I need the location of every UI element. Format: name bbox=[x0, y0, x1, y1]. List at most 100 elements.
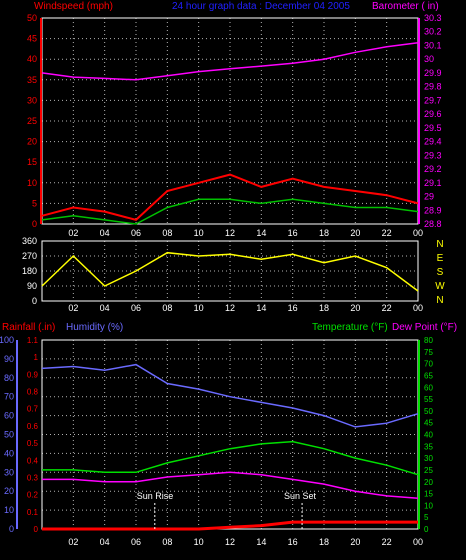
rain-tick-label: 0.7 bbox=[27, 405, 39, 414]
hour-tick-label: 10 bbox=[194, 303, 204, 313]
windspeed-axis-label: Windspeed (mph) bbox=[34, 1, 113, 12]
humidity-axis-label: Humidity (%) bbox=[66, 322, 123, 333]
direction-tick-label: 360 bbox=[22, 236, 37, 246]
direction-tick-label: 0 bbox=[32, 296, 37, 306]
barometer-tick-label: 29.9 bbox=[424, 68, 442, 78]
temp-tick-label: 80 bbox=[424, 336, 433, 345]
rainfall-line bbox=[42, 520, 418, 531]
wind-direction-line bbox=[41, 251, 419, 292]
hour-tick-label: 06 bbox=[131, 303, 141, 313]
humidity-tick-label: 50 bbox=[4, 430, 14, 440]
temp-tick-label: 5 bbox=[424, 513, 429, 522]
wind-tick-label: 30 bbox=[27, 95, 37, 105]
barometer-axis-label: Barometer ( in) bbox=[372, 1, 439, 12]
compass-tick-label: E bbox=[437, 253, 444, 264]
hour-tick-label: 20 bbox=[350, 537, 360, 547]
windspeed-avg-line bbox=[41, 198, 419, 225]
wind-tick-label: 15 bbox=[27, 157, 37, 167]
rain-tick-label: 0.2 bbox=[27, 491, 39, 500]
wind-tick-label: 5 bbox=[32, 198, 37, 208]
hour-tick-label: 00 bbox=[413, 303, 423, 313]
barometer-tick-label: 28.9 bbox=[424, 205, 442, 215]
hour-tick-label: 00 bbox=[413, 228, 423, 238]
rain-tick-label: 0.1 bbox=[27, 508, 39, 517]
dewpoint-line bbox=[42, 471, 419, 500]
chart-title: 24 hour graph data : December 04 2005 bbox=[172, 1, 350, 12]
humidity-tick-label: 40 bbox=[4, 448, 14, 458]
hour-tick-label: 18 bbox=[319, 228, 329, 238]
barometer-tick-label: 28.8 bbox=[424, 219, 442, 229]
rain-tick-label: 0.6 bbox=[27, 422, 39, 431]
hour-tick-label: 02 bbox=[68, 228, 78, 238]
series-layer bbox=[41, 41, 419, 531]
temp-tick-label: 70 bbox=[424, 360, 433, 369]
hour-tick-label: 02 bbox=[68, 537, 78, 547]
humidity-tick-label: 0 bbox=[9, 524, 14, 534]
temp-tick-label: 35 bbox=[424, 442, 433, 451]
humidity-tick-label: 20 bbox=[4, 486, 14, 496]
temperature-line bbox=[42, 440, 419, 476]
direction-tick-label: 270 bbox=[22, 251, 37, 261]
hour-tick-label: 14 bbox=[256, 537, 266, 547]
hour-tick-label: 12 bbox=[225, 228, 235, 238]
hour-tick-label: 18 bbox=[319, 303, 329, 313]
temp-tick-label: 50 bbox=[424, 407, 433, 416]
compass-tick-label: W bbox=[435, 281, 445, 292]
temp-tick-label: 45 bbox=[424, 419, 433, 428]
rainfall-axis-label: Rainfall (.in) bbox=[2, 322, 55, 333]
hour-tick-label: 06 bbox=[131, 537, 141, 547]
hour-tick-label: 14 bbox=[256, 228, 266, 238]
compass-tick-label: N bbox=[436, 239, 443, 250]
hour-tick-label: 16 bbox=[288, 537, 298, 547]
temp-tick-label: 40 bbox=[424, 431, 433, 440]
barometer-tick-label: 29.7 bbox=[424, 95, 442, 105]
temp-tick-label: 30 bbox=[424, 454, 433, 463]
hour-tick-label: 04 bbox=[100, 303, 110, 313]
wind-tick-label: 20 bbox=[27, 137, 37, 147]
annotation-layer bbox=[154, 503, 303, 529]
hour-tick-label: 00 bbox=[413, 537, 423, 547]
hour-tick-label: 06 bbox=[131, 228, 141, 238]
hour-tick-label: 04 bbox=[100, 537, 110, 547]
humidity-tick-label: 90 bbox=[4, 354, 14, 364]
temp-tick-label: 25 bbox=[424, 466, 433, 475]
humidity-tick-label: 100 bbox=[0, 335, 14, 345]
hour-tick-label: 04 bbox=[100, 228, 110, 238]
hour-tick-label: 12 bbox=[225, 537, 235, 547]
direction-tick-label: 180 bbox=[22, 266, 37, 276]
wind-tick-label: 35 bbox=[27, 75, 37, 85]
rain-tick-label: 1.1 bbox=[27, 336, 39, 345]
temp-tick-label: 60 bbox=[424, 383, 433, 392]
rain-tick-label: 0 bbox=[34, 525, 39, 534]
hour-tick-label: 22 bbox=[382, 537, 392, 547]
humidity-tick-label: 30 bbox=[4, 467, 14, 477]
hour-tick-label: 20 bbox=[350, 228, 360, 238]
temp-tick-label: 0 bbox=[424, 525, 429, 534]
hour-tick-label: 08 bbox=[162, 303, 172, 313]
barometer-tick-label: 30.1 bbox=[424, 40, 442, 50]
hour-tick-label: 14 bbox=[256, 303, 266, 313]
hour-tick-label: 22 bbox=[382, 228, 392, 238]
wind-tick-label: 0 bbox=[32, 219, 37, 229]
direction-tick-label: 90 bbox=[27, 281, 37, 291]
hour-tick-label: 08 bbox=[162, 537, 172, 547]
compass-tick-label: S bbox=[437, 267, 444, 278]
barometer-tick-label: 29.1 bbox=[424, 178, 442, 188]
sunrise-label: Sun Rise bbox=[137, 491, 174, 501]
compass-tick-label: N bbox=[436, 295, 443, 306]
barometer-tick-label: 30.3 bbox=[424, 13, 442, 23]
hour-tick-label: 10 bbox=[194, 228, 204, 238]
barometer-tick-label: 29.8 bbox=[424, 82, 442, 92]
wind-tick-label: 25 bbox=[27, 116, 37, 126]
barometer-tick-label: 29.5 bbox=[424, 123, 442, 133]
windspeed-gust-line bbox=[41, 173, 419, 222]
rain-tick-label: 0.4 bbox=[27, 456, 39, 465]
temp-tick-label: 15 bbox=[424, 490, 433, 499]
tick-label-layer: 0510152025303540455028.828.92929.129.229… bbox=[0, 13, 445, 547]
wind-tick-label: 10 bbox=[27, 178, 37, 188]
barometer-tick-label: 30 bbox=[424, 54, 434, 64]
rain-tick-label: 1 bbox=[34, 353, 39, 362]
hour-tick-label: 16 bbox=[288, 228, 298, 238]
rain-tick-label: 0.8 bbox=[27, 388, 39, 397]
